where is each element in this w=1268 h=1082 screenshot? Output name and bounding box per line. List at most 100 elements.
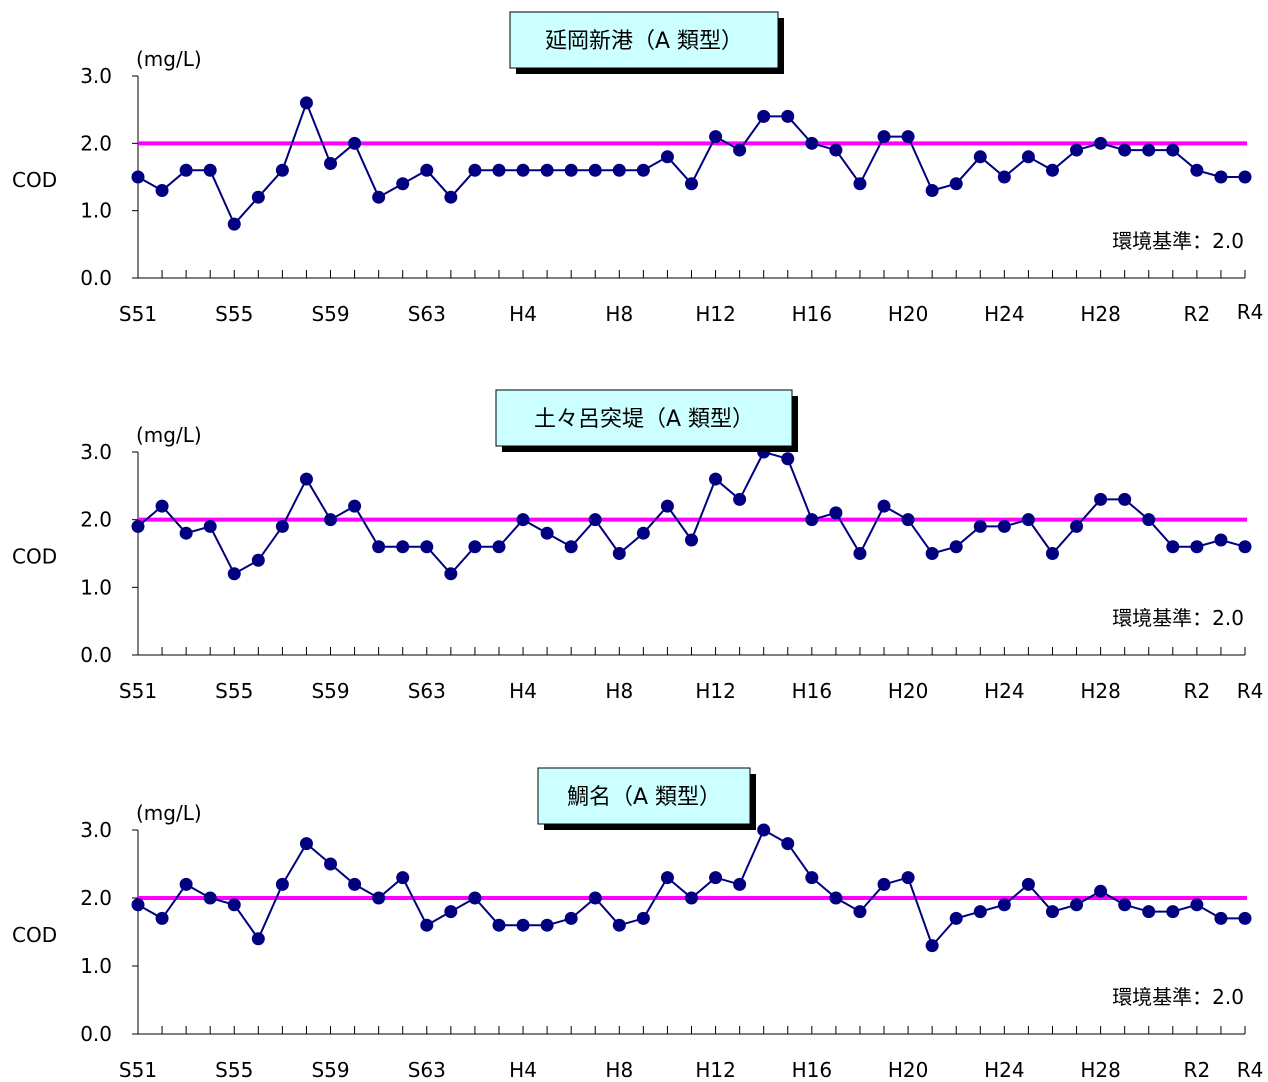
data-point <box>612 547 626 560</box>
title-box <box>509 11 779 69</box>
data-point <box>805 513 819 527</box>
data-point <box>853 177 867 191</box>
x-tick-label: H4 <box>509 302 537 326</box>
data-point <box>564 163 578 177</box>
x-tick-label: S51 <box>119 302 157 326</box>
data-point <box>1021 513 1035 527</box>
data-point <box>709 472 723 486</box>
data-point <box>324 157 338 171</box>
data-point <box>636 163 650 177</box>
x-tick-label: R4 <box>1237 1058 1264 1082</box>
data-point <box>492 163 506 177</box>
data-point <box>588 891 602 905</box>
data-point <box>468 891 482 905</box>
x-tick-label: H12 <box>695 1058 736 1082</box>
data-point <box>492 540 506 554</box>
data-point <box>829 891 843 905</box>
x-tick-label: R4 <box>1237 300 1264 324</box>
data-point <box>1238 911 1252 925</box>
data-point <box>925 547 939 560</box>
data-point <box>540 918 554 932</box>
y-axis-title: COD <box>12 923 57 947</box>
data-point <box>588 513 602 527</box>
data-point <box>444 905 458 919</box>
unit-label: (mg/L) <box>136 423 202 447</box>
data-point <box>877 877 891 891</box>
data-point <box>660 150 674 164</box>
x-tick-label: H8 <box>605 1058 633 1082</box>
chart-title: 延岡新港（A 類型） <box>545 29 743 54</box>
unit-label: (mg/L) <box>136 801 202 825</box>
data-point <box>781 837 795 851</box>
data-point <box>348 877 362 891</box>
data-point <box>203 519 217 533</box>
x-tick-label: S55 <box>215 679 253 703</box>
y-tick-label: 2.0 <box>80 508 112 532</box>
data-point <box>155 911 169 925</box>
data-point <box>1118 492 1132 506</box>
data-point <box>1094 136 1108 150</box>
data-point <box>299 96 313 110</box>
data-point <box>1214 911 1228 925</box>
data-point <box>733 877 747 891</box>
data-point <box>468 163 482 177</box>
data-point <box>251 932 265 946</box>
x-tick-label: S55 <box>215 1058 253 1082</box>
data-point <box>925 939 939 953</box>
x-tick-label: H20 <box>888 1058 929 1082</box>
data-point <box>540 163 554 177</box>
data-point <box>131 519 145 533</box>
series-line <box>137 450 1246 576</box>
data-point <box>636 526 650 540</box>
data-point <box>1214 533 1228 547</box>
data-point <box>372 540 386 554</box>
data-point <box>348 136 362 150</box>
data-point <box>805 871 819 885</box>
x-tick-label: H8 <box>605 302 633 326</box>
data-point <box>588 163 602 177</box>
data-point <box>1094 492 1108 506</box>
data-point <box>781 109 795 123</box>
x-tick-label: R2 <box>1184 302 1211 326</box>
x-tick-label: S55 <box>215 302 253 326</box>
data-point <box>877 499 891 513</box>
data-point <box>1238 540 1252 554</box>
data-point <box>612 163 626 177</box>
data-point <box>227 567 241 581</box>
data-point <box>1045 547 1059 560</box>
x-tick-label: H12 <box>695 679 736 703</box>
data-point <box>540 526 554 540</box>
x-tick-label: H24 <box>984 679 1025 703</box>
data-point <box>660 871 674 885</box>
data-point <box>516 163 530 177</box>
chart-panel-3: 0.0 1.0 2.0 3.0 S51 S55 S59 S63 H4 H8 H12 H16 H20 H24… <box>12 767 1264 1082</box>
data-point <box>420 918 434 932</box>
data-point <box>444 567 458 581</box>
data-point <box>1166 540 1180 554</box>
chart-title: 土々呂突堤（A 類型） <box>534 407 754 432</box>
data-point <box>805 136 819 150</box>
data-point <box>781 452 795 466</box>
data-point <box>1190 898 1204 912</box>
data-point <box>1021 150 1035 164</box>
standard-label: 環境基準：2.0 <box>1112 606 1244 630</box>
x-tick-label: H20 <box>888 302 929 326</box>
x-tick-label: S51 <box>119 679 157 703</box>
y-tick-label: 1.0 <box>80 954 112 978</box>
data-point <box>1070 143 1084 157</box>
data-point <box>1094 884 1108 898</box>
x-tick-label: S59 <box>311 1058 349 1082</box>
y-tick-label: 0.0 <box>80 643 112 667</box>
data-point <box>179 526 193 540</box>
data-point <box>324 857 338 871</box>
data-point <box>660 499 674 513</box>
data-point <box>877 130 891 144</box>
chart-title: 鯛名（A 類型） <box>567 785 721 810</box>
data-point <box>299 472 313 486</box>
data-point <box>901 871 915 885</box>
data-point <box>1166 905 1180 919</box>
x-tick-label: S59 <box>311 302 349 326</box>
unit-label: (mg/L) <box>136 47 202 71</box>
data-point <box>1021 877 1035 891</box>
data-point <box>901 513 915 527</box>
